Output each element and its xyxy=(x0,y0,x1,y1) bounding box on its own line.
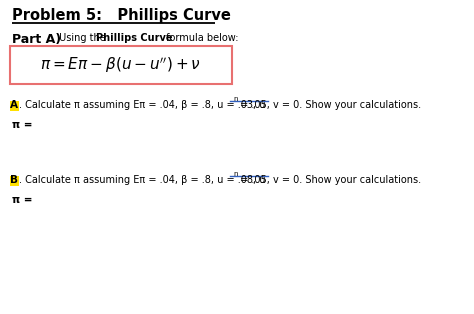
Text: π =: π = xyxy=(12,120,33,130)
Text: Using the: Using the xyxy=(56,33,109,43)
Text: A: A xyxy=(10,100,18,110)
Text: B: B xyxy=(10,175,18,185)
Text: = .05, v = 0. Show your calculations.: = .05, v = 0. Show your calculations. xyxy=(237,175,421,185)
Text: formula below:: formula below: xyxy=(163,33,238,43)
FancyBboxPatch shape xyxy=(10,101,19,111)
Text: Part A): Part A) xyxy=(12,33,61,46)
FancyBboxPatch shape xyxy=(10,46,232,84)
Text: $\pi = E\pi - \beta(u - u^{\prime\prime}) + \nu$: $\pi = E\pi - \beta(u - u^{\prime\prime}… xyxy=(40,55,201,75)
Text: Problem 5:   Phillips Curve: Problem 5: Phillips Curve xyxy=(12,8,231,23)
Text: . Calculate π assuming Eπ = .04, β = .8, u = .03, u: . Calculate π assuming Eπ = .04, β = .8,… xyxy=(19,100,265,110)
Text: n: n xyxy=(233,96,237,102)
FancyBboxPatch shape xyxy=(10,176,19,186)
Text: = .05, v = 0. Show your calculations.: = .05, v = 0. Show your calculations. xyxy=(237,100,421,110)
Text: Phillips Curve: Phillips Curve xyxy=(96,33,173,43)
Text: . Calculate π assuming Eπ = .04, β = .8, u = .08, u: . Calculate π assuming Eπ = .04, β = .8,… xyxy=(19,175,265,185)
Text: n: n xyxy=(233,171,237,177)
Text: π =: π = xyxy=(12,195,33,205)
